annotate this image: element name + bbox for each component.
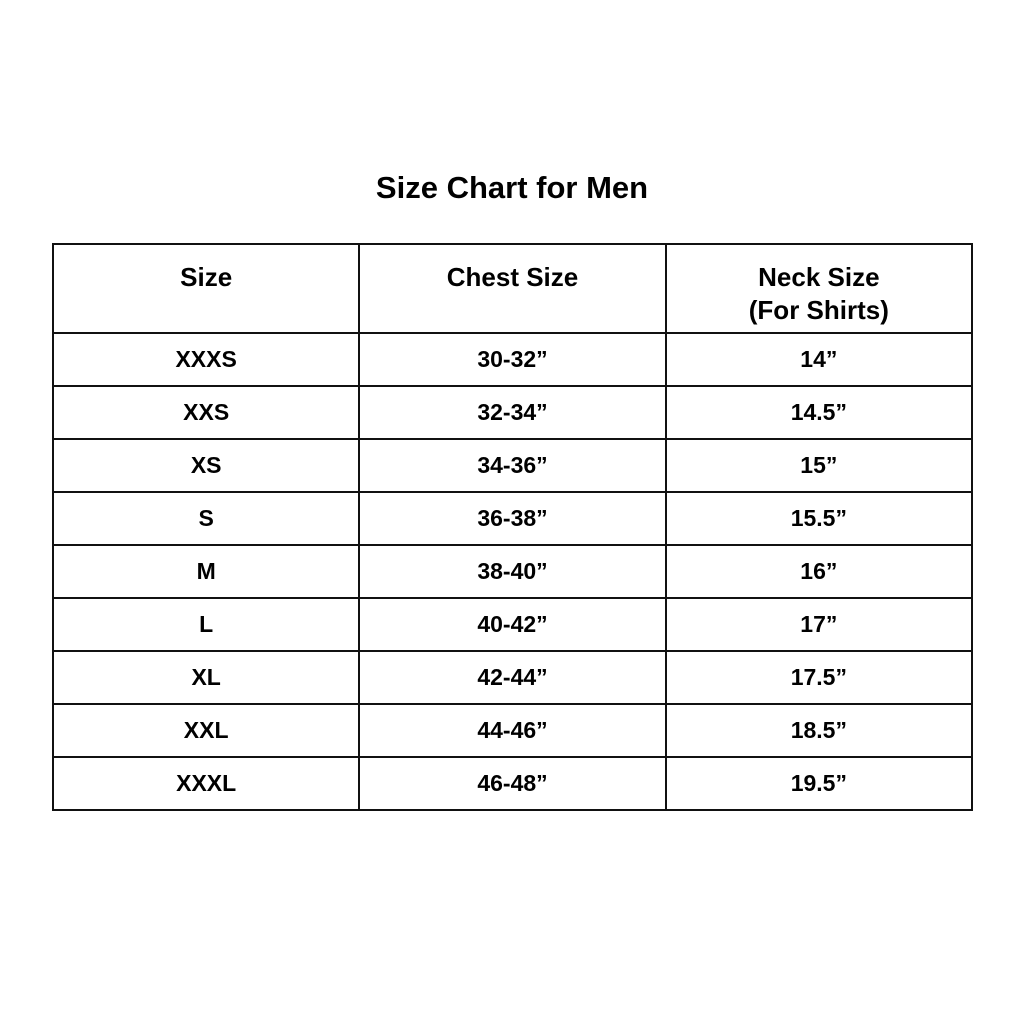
neck-size-cell: 16” — [664, 544, 974, 599]
chest-size-cell: 44-46” — [358, 703, 667, 758]
header-neck-subheader: (For Shirts) — [748, 295, 889, 325]
table-row: L 40-42” 17” — [51, 597, 974, 652]
header-neck-size: Neck Size (For Shirts) — [664, 243, 974, 334]
chest-size-cell: 40-42” — [358, 597, 667, 652]
header-neck-size-label: Neck Size — [758, 262, 880, 292]
size-cell: XXXS — [51, 332, 361, 387]
chest-size-cell: 36-38” — [358, 491, 667, 546]
table-row: S 36-38” 15.5” — [51, 491, 974, 546]
size-chart-table: Size Chest Size Neck Size (For Shirts) XX… — [51, 243, 974, 811]
header-size: Size — [51, 243, 361, 334]
chest-size-cell: 30-32” — [358, 332, 667, 387]
neck-size-cell: 19.5” — [664, 756, 974, 811]
chest-size-cell: 46-48” — [358, 756, 667, 811]
header-chest-size: Chest Size — [358, 243, 667, 334]
table-row: M 38-40” 16” — [51, 544, 974, 599]
page-title: Size Chart for Men — [375, 170, 649, 205]
neck-size-cell: 15” — [664, 438, 974, 493]
table-row: XXL 44-46” 18.5” — [51, 703, 974, 758]
table-row: XXXL 46-48” 19.5” — [51, 756, 974, 811]
neck-size-cell: 17” — [664, 597, 974, 652]
neck-size-cell: 17.5” — [664, 650, 974, 705]
table-row: XS 34-36” 15” — [51, 438, 974, 493]
size-cell: S — [51, 491, 361, 546]
chest-size-cell: 42-44” — [358, 650, 667, 705]
size-cell: XXXL — [51, 756, 361, 811]
neck-size-cell: 14” — [664, 332, 974, 387]
size-cell: XS — [51, 438, 361, 493]
chest-size-cell: 32-34” — [358, 385, 667, 440]
table-row: XXS 32-34” 14.5” — [51, 385, 974, 440]
chest-size-cell: 34-36” — [358, 438, 667, 493]
size-cell: L — [51, 597, 361, 652]
size-cell: M — [51, 544, 361, 599]
header-row: Size Chest Size Neck Size (For Shirts) — [51, 243, 974, 334]
table-row: XL 42-44” 17.5” — [51, 650, 974, 705]
chest-size-cell: 38-40” — [358, 544, 667, 599]
size-cell: XL — [51, 650, 361, 705]
size-cell: XXS — [51, 385, 361, 440]
size-cell: XXL — [51, 703, 361, 758]
neck-size-cell: 15.5” — [664, 491, 974, 546]
table-row: XXXS 30-32” 14” — [51, 332, 974, 387]
neck-size-cell: 14.5” — [664, 385, 974, 440]
neck-size-cell: 18.5” — [664, 703, 974, 758]
